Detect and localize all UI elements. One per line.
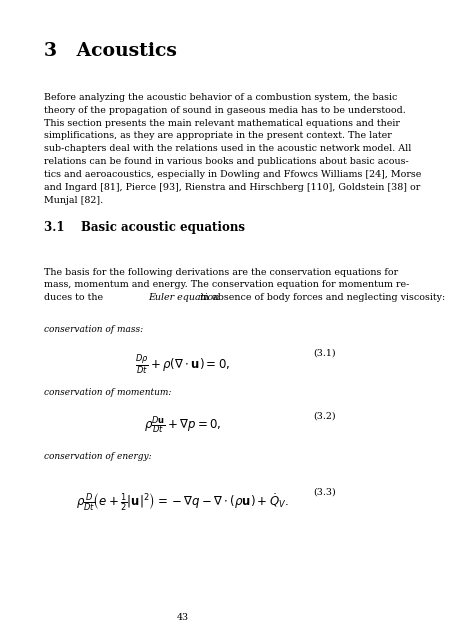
Text: $\frac{D\rho}{Dt} + \rho(\nabla \cdot \mathbf{u}) = 0,$: $\frac{D\rho}{Dt} + \rho(\nabla \cdot \m… xyxy=(135,352,230,376)
Text: 3   Acoustics: 3 Acoustics xyxy=(44,42,176,60)
Text: Euler equation: Euler equation xyxy=(147,292,219,301)
Text: $\rho\frac{D\mathbf{u}}{Dt} + \nabla p = 0,$: $\rho\frac{D\mathbf{u}}{Dt} + \nabla p =… xyxy=(143,415,221,436)
Text: conservation of momentum:: conservation of momentum: xyxy=(44,388,171,397)
Text: $\rho\frac{D}{Dt}\!\left(e + \frac{1}{2}|\mathbf{u}|^2\right) = -\nabla q - \nab: $\rho\frac{D}{Dt}\!\left(e + \frac{1}{2}… xyxy=(76,491,289,512)
Text: conservation of energy:: conservation of energy: xyxy=(44,452,151,461)
Text: (3.3): (3.3) xyxy=(313,488,335,497)
Text: in absence of body forces and neglecting viscosity:: in absence of body forces and neglecting… xyxy=(197,292,444,301)
Text: (3.2): (3.2) xyxy=(313,412,335,420)
Text: The basis for the following derivations are the conservation equations for
mass,: The basis for the following derivations … xyxy=(44,268,408,302)
Text: 43: 43 xyxy=(176,613,188,622)
Text: 3.1    Basic acoustic equations: 3.1 Basic acoustic equations xyxy=(44,221,244,234)
Text: Before analyzing the acoustic behavior of a combustion system, the basic
theory : Before analyzing the acoustic behavior o… xyxy=(44,93,420,205)
Text: conservation of mass:: conservation of mass: xyxy=(44,325,143,334)
Text: (3.1): (3.1) xyxy=(313,349,335,358)
